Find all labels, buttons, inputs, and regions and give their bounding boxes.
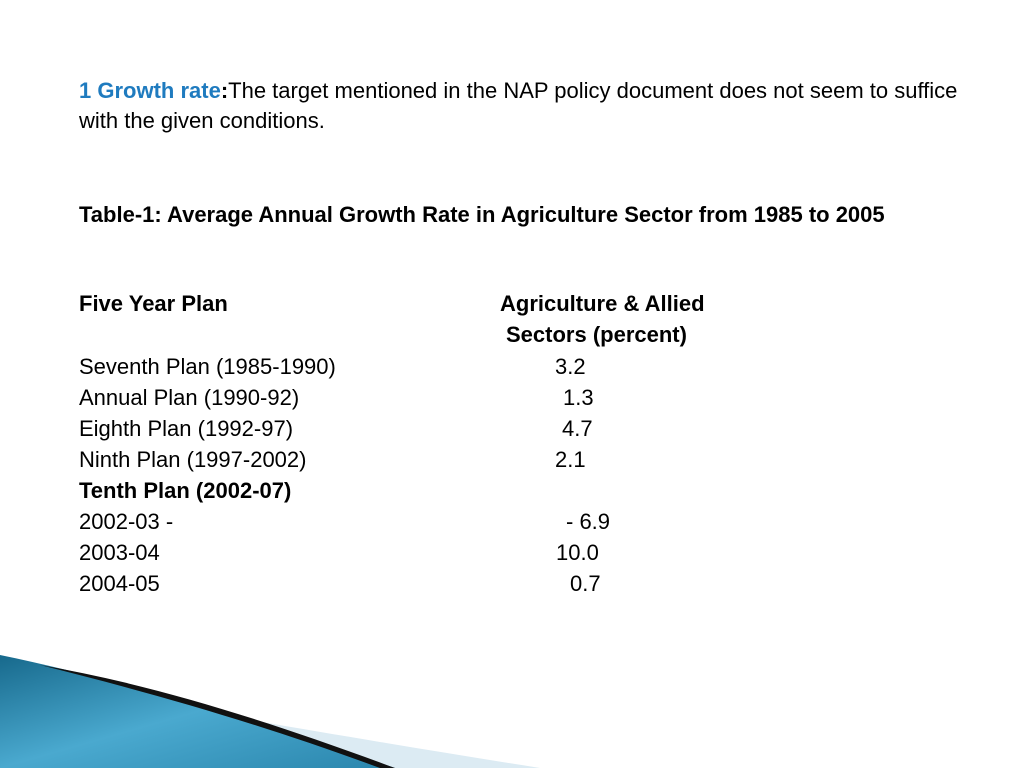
dark-wave-stripe xyxy=(40,665,395,768)
row-plan: 2003-04 xyxy=(79,540,160,565)
row-value: - 6.9 xyxy=(566,509,611,534)
table-title: Table-1: Average Annual Growth Rate in A… xyxy=(79,202,885,227)
blue-wave xyxy=(0,655,395,768)
row-value: 4.7 xyxy=(562,416,593,441)
row-value: 2.1 xyxy=(555,447,586,472)
intro-heading: 1 Growth rate xyxy=(79,78,221,103)
row-value: 3.2 xyxy=(555,354,586,379)
intro-colon: : xyxy=(220,78,229,103)
intro-text: The target mentioned in the NAP policy d… xyxy=(79,78,958,133)
row-value: 10.0 xyxy=(556,540,599,565)
row-plan: 2004-05 xyxy=(79,571,160,596)
row-plan: Seventh Plan (1985-1990) xyxy=(79,354,336,379)
col2-header-line2: Sectors (percent) xyxy=(506,322,687,347)
row-value: 1.3 xyxy=(563,385,594,410)
intro-paragraph: 1 Growth rate:The target mentioned in th… xyxy=(79,76,959,136)
col1-header: Five Year Plan xyxy=(79,291,228,316)
row-plan: Ninth Plan (1997-2002) xyxy=(79,447,307,472)
row-plan: Eighth Plan (1992-97) xyxy=(79,416,294,441)
row-plan-subheading: Tenth Plan (2002-07) xyxy=(79,478,292,503)
col2-header-line1: Agriculture & Allied xyxy=(500,291,705,316)
row-value: 0.7 xyxy=(570,571,601,596)
row-plan: Annual Plan (1990-92) xyxy=(79,385,300,410)
row-plan: 2002-03 - xyxy=(79,509,174,534)
